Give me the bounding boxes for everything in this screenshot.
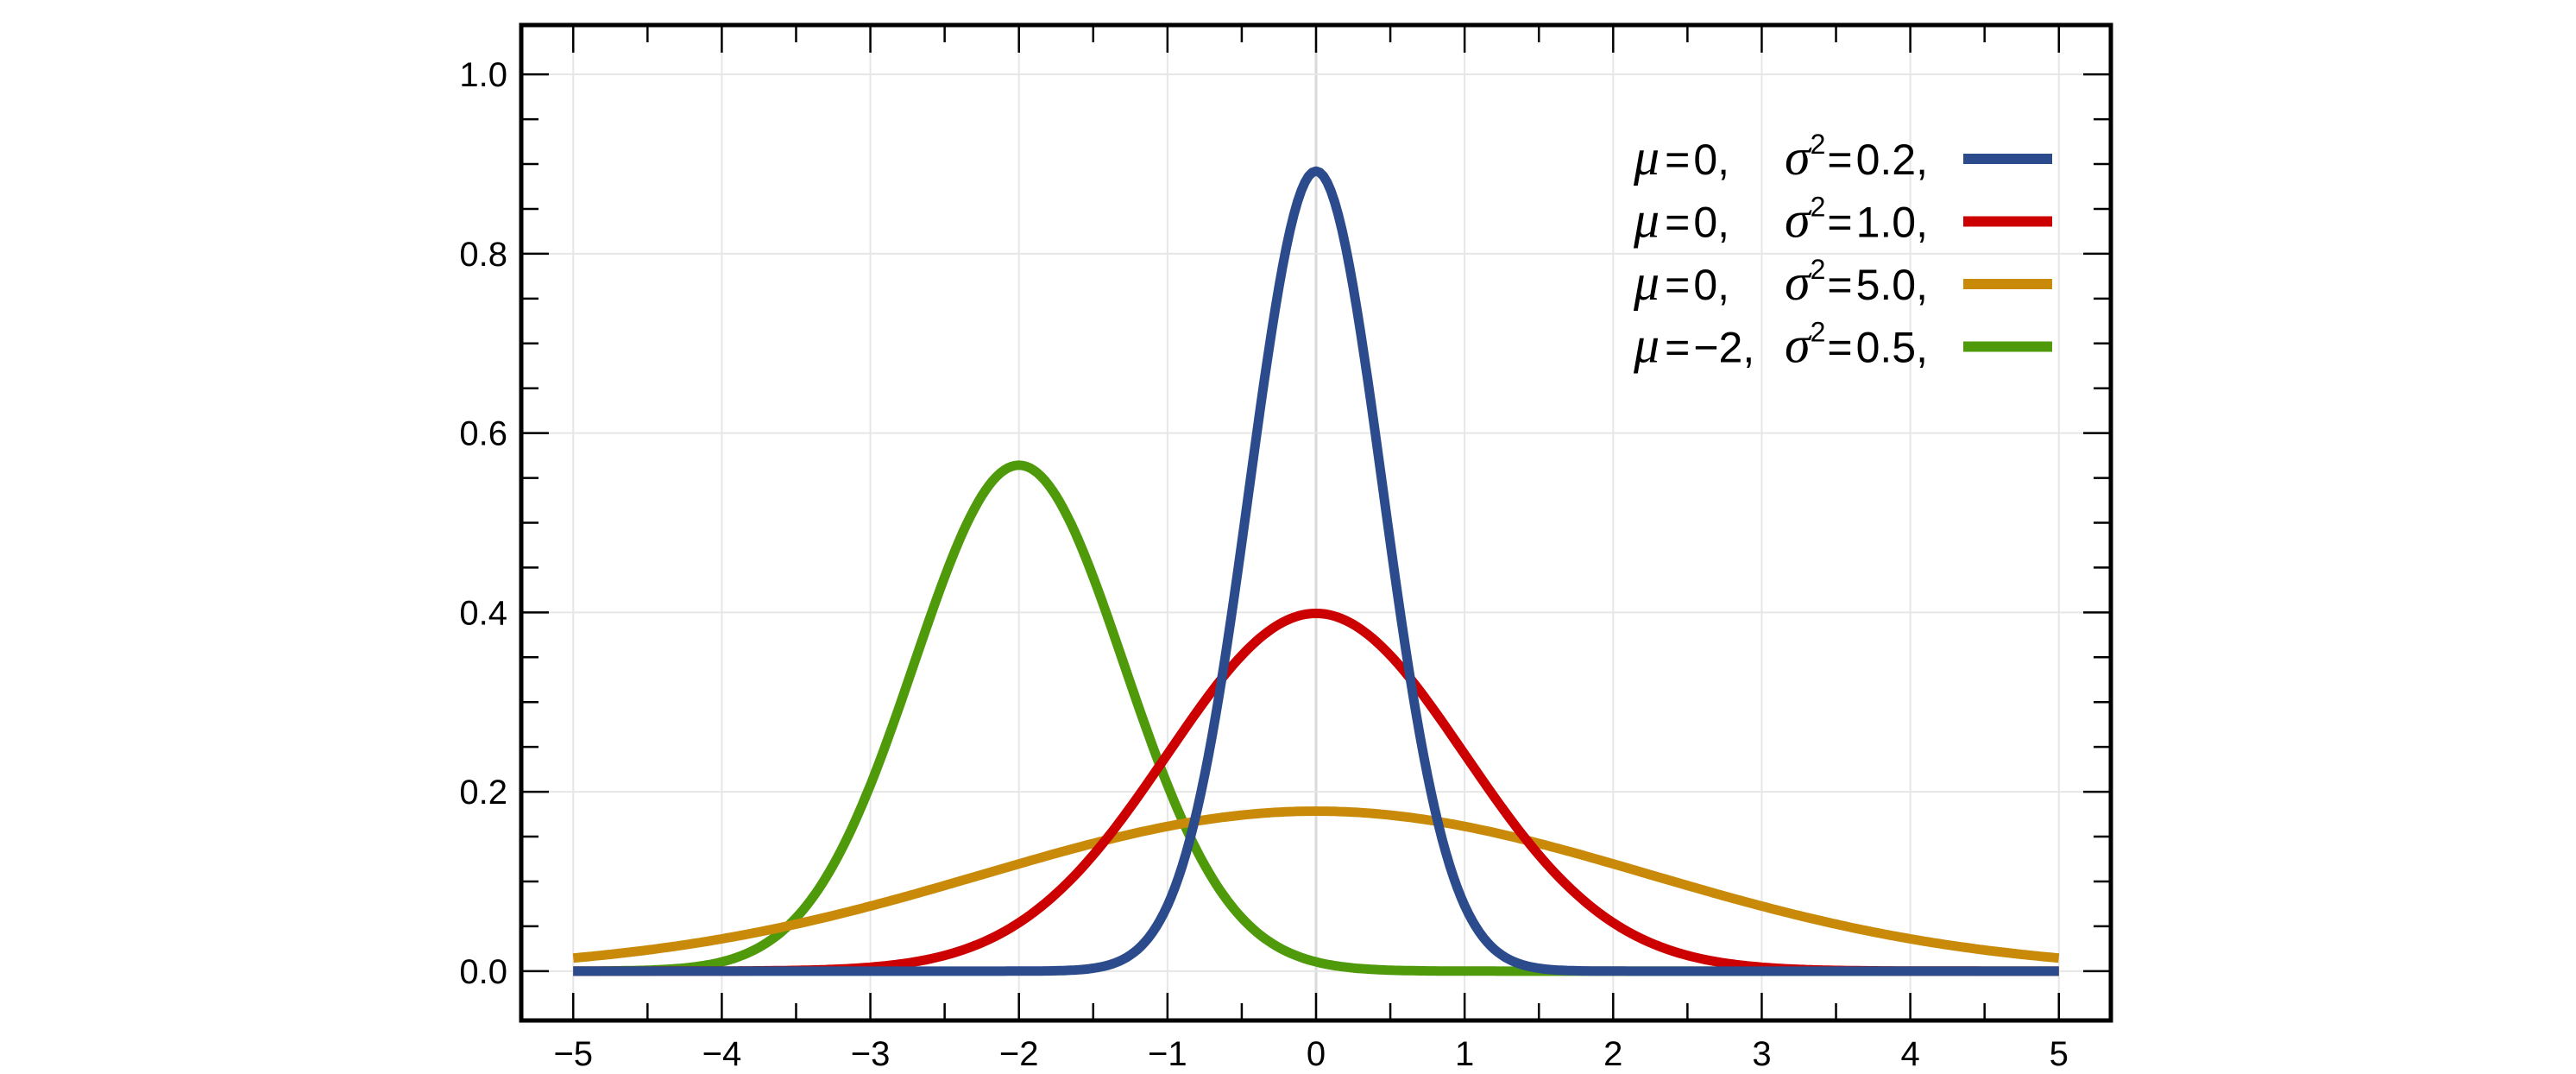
legend-sigma-label: σ2=5.0, bbox=[1785, 254, 1928, 311]
x-tick-label: −2 bbox=[999, 1035, 1039, 1073]
sigma-symbol: σ bbox=[1785, 129, 1812, 186]
legend-sigma-label: σ2=0.2, bbox=[1785, 129, 1928, 186]
y-tick-label: 1.0 bbox=[459, 56, 507, 94]
x-tick-label: −5 bbox=[553, 1035, 593, 1073]
sigma-squared-exponent: 2 bbox=[1811, 317, 1826, 348]
legend-sigma-equals: = bbox=[1827, 199, 1852, 247]
axis-ticks bbox=[521, 25, 2111, 1020]
legend-sigma-equals: = bbox=[1827, 136, 1852, 184]
x-tick-label: −3 bbox=[851, 1035, 891, 1073]
x-tick-label: 4 bbox=[1900, 1035, 1919, 1073]
legend-mu-equals: = bbox=[1665, 136, 1690, 184]
mu-symbol: μ bbox=[1633, 317, 1660, 374]
legend-sigma-value: 0.2, bbox=[1856, 136, 1928, 184]
legend-mu-equals: = bbox=[1665, 199, 1690, 247]
sigma-squared-exponent: 2 bbox=[1811, 254, 1826, 285]
series-lines bbox=[572, 166, 2060, 976]
sigma-symbol: σ bbox=[1785, 192, 1812, 249]
y-tick-label: 0.4 bbox=[459, 594, 507, 632]
legend-entry: μ =0, σ2=1.0, bbox=[1633, 192, 2052, 249]
legend-mu-label: μ =0, bbox=[1633, 254, 1729, 311]
legend-sigma-label: σ2=1.0, bbox=[1785, 192, 1928, 249]
legend-sigma-value: 1.0, bbox=[1856, 199, 1928, 247]
sigma-squared-exponent: 2 bbox=[1811, 192, 1826, 223]
x-tick-label: 3 bbox=[1752, 1035, 1771, 1073]
x-tick-label: 2 bbox=[1603, 1035, 1622, 1073]
legend-sigma-equals: = bbox=[1827, 261, 1852, 309]
sigma-symbol: σ bbox=[1785, 254, 1812, 311]
legend-sigma-value: 0.5, bbox=[1856, 324, 1928, 372]
legend-mu-equals: = bbox=[1665, 324, 1690, 372]
y-tick-label: 0.6 bbox=[459, 415, 507, 453]
legend-mu-value: 0, bbox=[1693, 136, 1729, 184]
legend-sigma-equals: = bbox=[1827, 324, 1852, 372]
legend-mu-label: μ =0, bbox=[1633, 129, 1729, 186]
legend-sigma-value: 5.0, bbox=[1856, 261, 1928, 309]
x-tick-label: 5 bbox=[2050, 1035, 2069, 1073]
mu-symbol: μ bbox=[1633, 192, 1660, 249]
x-tick-label: 1 bbox=[1455, 1035, 1474, 1073]
legend-entry: μ =0, σ2=5.0, bbox=[1633, 254, 2052, 311]
legend-sigma-label: σ2=0.5, bbox=[1785, 317, 1928, 374]
legend-mu-equals: = bbox=[1665, 261, 1690, 309]
series-line-0 bbox=[572, 166, 2060, 976]
mu-symbol: μ bbox=[1633, 129, 1660, 186]
x-tick-label: −1 bbox=[1148, 1035, 1187, 1073]
legend-mu-value: 0, bbox=[1693, 199, 1729, 247]
legend-entry: μ =−2, σ2=0.5, bbox=[1633, 317, 2052, 374]
sigma-symbol: σ bbox=[1785, 317, 1812, 374]
sigma-squared-exponent: 2 bbox=[1811, 129, 1826, 160]
tick-labels: −5 −4 −3 −2 −1 0 1 2 3 4 5 0.0 0.2 0.4 0.6 0.8 1.0 bbox=[459, 56, 2068, 1073]
x-tick-label: −4 bbox=[702, 1035, 742, 1073]
legend-mu-value: −2, bbox=[1693, 324, 1754, 372]
y-tick-label: 0.2 bbox=[459, 774, 507, 812]
legend-entry: μ =0, σ2=0.2, bbox=[1633, 129, 2052, 186]
x-tick-label: 0 bbox=[1307, 1035, 1326, 1073]
series-line-2 bbox=[572, 806, 2060, 963]
plot-frame bbox=[519, 22, 2113, 1023]
y-tick-label: 0.0 bbox=[459, 953, 507, 991]
legend-mu-label: μ =−2, bbox=[1633, 317, 1754, 374]
legend-mu-label: μ =0, bbox=[1633, 192, 1729, 249]
legend: μ =0, σ2=0.2,μ =0, σ2=1.0,μ =0, σ2=5.0,μ =−2, σ2… bbox=[1633, 129, 2052, 374]
mu-symbol: μ bbox=[1633, 254, 1660, 311]
legend-mu-value: 0, bbox=[1693, 261, 1729, 309]
y-tick-label: 0.8 bbox=[459, 236, 507, 274]
